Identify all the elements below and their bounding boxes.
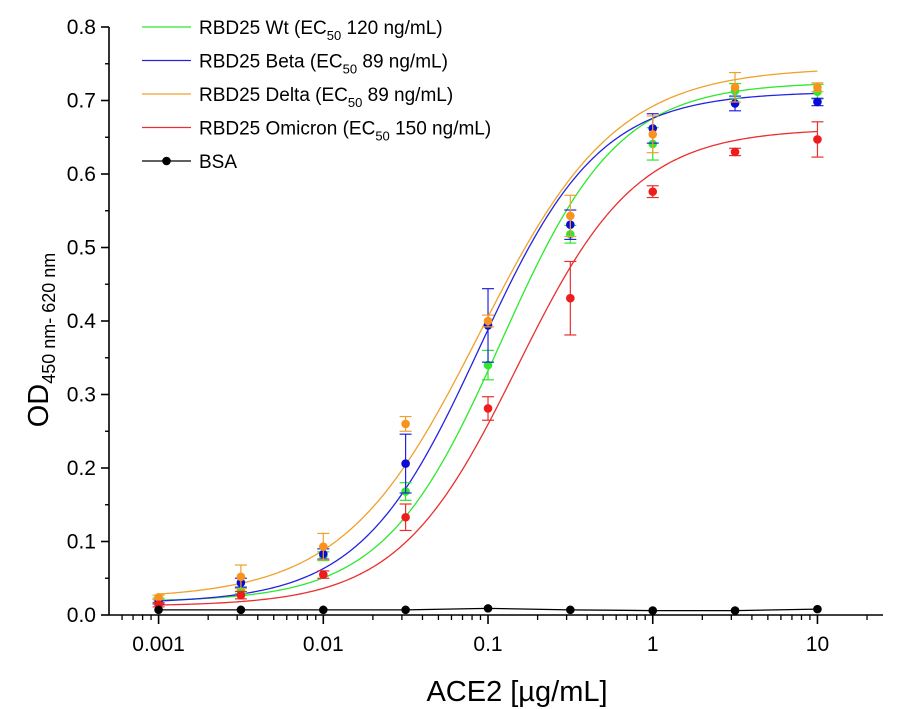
data-point [483,360,493,370]
data-point [813,82,822,92]
y-axis-title: OD450 nm- 620 nm [23,253,59,428]
x-tick-label: 0.01 [303,633,344,656]
data-point [483,404,493,413]
data-point [730,147,740,157]
data-point [154,605,163,615]
x-axis-title: ACE2 [µg/mL] [426,676,607,708]
legend-label-suffix: 89 ng/mL) [362,85,453,106]
legend-label-suffix: 89 ng/mL) [357,52,448,73]
data-point [813,135,822,144]
data-point [236,605,246,615]
data-point [319,605,328,615]
data-point [401,419,410,429]
data-point [483,316,493,326]
data-point [648,187,658,196]
fit-curve [158,130,818,606]
data-point [319,570,328,579]
data-points [152,71,824,615]
data-point [730,82,740,92]
data-point [566,293,575,303]
legend-label-prefix: RBD25 Beta (EC [199,52,343,73]
data-point [401,459,410,468]
y-tick-label: 0.2 [67,457,96,480]
x-tick-label: 1 [647,633,659,656]
data-point [813,604,822,614]
data-point [566,605,575,615]
legend-label-subscript: 50 [327,28,341,43]
legend-label-subscript: 50 [343,62,357,77]
legend-label-prefix: BSA [199,152,237,173]
y-axis-title-main: OD [23,384,55,428]
legend-label-subscript: 50 [348,95,362,110]
y-tick-label: 0.0 [67,604,96,627]
data-point [648,606,658,615]
legend: RBD25 Wt (EC50 120 ng/mL)RBD25 Beta (EC5… [142,18,491,173]
data-point [813,97,822,107]
data-point [319,542,328,551]
legend-label-suffix: 150 ng/mL) [390,119,491,140]
data-point [483,604,493,613]
x-tick-label: 10 [806,633,829,656]
legend-label: RBD25 Delta (EC50 89 ng/mL) [199,85,453,110]
data-point [236,572,246,582]
data-point [730,99,740,108]
legend-label-prefix: RBD25 Omicron (EC [199,119,375,140]
legend-label-prefix: RBD25 Wt (EC [199,18,327,39]
y-tick-label: 0.8 [67,16,96,39]
legend-label: RBD25 Wt (EC50 120 ng/mL) [199,18,443,43]
y-axis-title-subscript: 450 nm- 620 nm [39,253,59,384]
y-tick-label: 0.5 [67,237,96,260]
legend-label-subscript: 50 [375,129,389,144]
legend-swatch-marker [162,156,171,166]
data-point [730,606,740,615]
data-point [154,593,163,602]
x-tick-label: 0.1 [473,633,502,656]
data-point [401,512,410,522]
data-point [566,211,575,221]
x-tick-label: 0.001 [132,633,185,656]
axes: 0.0 0.1 0.2 0.3 0.4 0.5 0.6 0.7 0.8 0.001 0.01 0.1 1… [67,16,883,656]
y-tick-label: 0.3 [67,384,96,407]
legend-label: RBD25 Beta (EC50 89 ng/mL) [199,52,448,77]
legend-label: BSA [199,152,237,173]
data-point [648,130,658,139]
legend-label-prefix: RBD25 Delta (EC [199,85,348,106]
data-point [401,605,410,615]
y-tick-label: 0.1 [67,531,96,554]
legend-label: RBD25 Omicron (EC50 150 ng/mL) [199,119,491,144]
data-point [236,590,246,600]
legend-label-suffix: 120 ng/mL) [341,18,442,39]
y-tick-label: 0.6 [67,163,96,186]
y-tick-label: 0.4 [67,310,97,333]
y-tick-label: 0.7 [67,90,96,113]
